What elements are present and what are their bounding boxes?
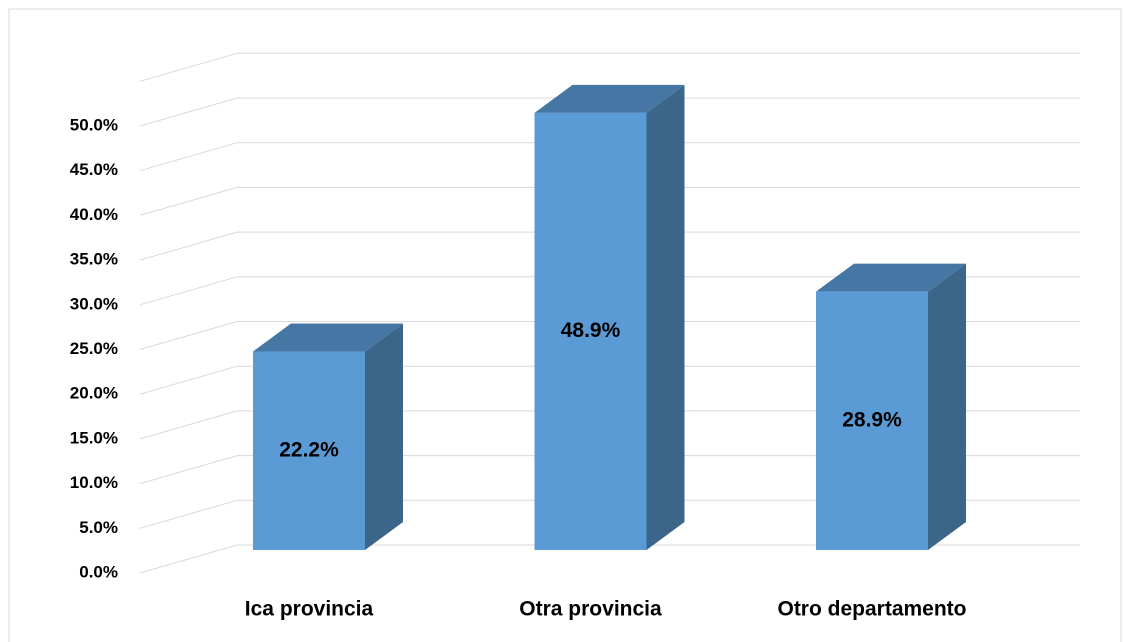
grid-diagonal: [139, 186, 238, 216]
y-tick-label: 10.0%: [70, 473, 118, 492]
x-tick-label: Otro departamento: [777, 598, 966, 621]
bar: [534, 112, 647, 551]
y-tick-label: 45.0%: [70, 160, 118, 179]
x-tick-label: Otra provincia: [519, 598, 662, 621]
y-tick-label: 20.0%: [70, 384, 118, 403]
bar-top: [534, 84, 685, 113]
bar: [253, 351, 365, 550]
grid-diagonal: [139, 142, 238, 172]
y-tick-label: 50.0%: [70, 115, 118, 134]
grid-diagonal: [139, 231, 238, 261]
y-tick-label: 0.0%: [79, 562, 118, 581]
x-tick-label: Ica provincia: [245, 598, 374, 621]
y-tick-label: 15.0%: [70, 428, 118, 447]
y-tick-label: 40.0%: [70, 205, 118, 224]
bar-side: [365, 323, 403, 550]
grid-diagonal: [139, 97, 238, 127]
grid-diagonal: [139, 455, 238, 485]
value-label: 48.9%: [561, 319, 621, 342]
bar: [816, 291, 928, 550]
y-tick-label: 35.0%: [70, 250, 118, 269]
grid-diagonal: [139, 544, 238, 574]
grid-diagonal: [139, 410, 238, 440]
bar-side: [928, 263, 966, 550]
grid-diagonal: [139, 499, 238, 529]
y-tick-label: 25.0%: [70, 339, 118, 358]
y-tick-label: 5.0%: [79, 518, 118, 537]
y-tick-label: 30.0%: [70, 294, 118, 313]
grid-diagonal: [139, 276, 238, 306]
grid-diagonal: [139, 365, 238, 395]
bar-top: [816, 263, 966, 292]
grid-diagonal: [139, 321, 238, 350]
bar-side: [646, 84, 685, 551]
grid-diagonal: [139, 52, 238, 82]
value-label: 28.9%: [842, 408, 902, 431]
bar-top: [253, 323, 403, 352]
value-label: 22.2%: [279, 438, 339, 461]
